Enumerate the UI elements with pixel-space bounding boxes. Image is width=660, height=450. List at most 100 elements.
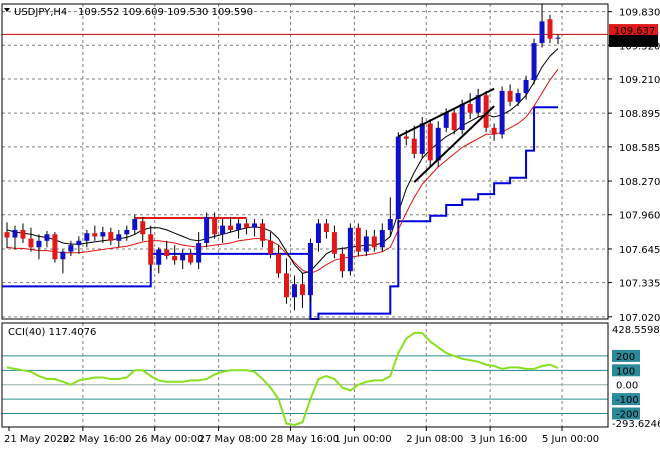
candle [363, 229, 369, 256]
candle-body [108, 232, 114, 241]
candle [84, 229, 90, 248]
cci-level-tag [612, 393, 640, 406]
candle-body [172, 256, 178, 261]
candle-body [547, 19, 553, 39]
candle [515, 88, 521, 107]
candle [260, 219, 266, 248]
ma-fast-line [6, 48, 559, 274]
chart-header-symbol: USDJPY,H4 [14, 7, 67, 18]
candle [124, 225, 130, 241]
candle [140, 216, 146, 241]
candle [28, 227, 34, 252]
grid [2, 4, 608, 427]
candle [228, 216, 234, 233]
candle-body [411, 138, 417, 154]
cci-plot [2, 331, 608, 427]
bid-price-tag [609, 34, 658, 47]
candle [100, 226, 106, 243]
candle [499, 86, 505, 139]
candle-body [180, 253, 186, 261]
candle [291, 275, 297, 311]
candle [60, 249, 66, 274]
candle [276, 245, 282, 278]
cci-level-label: -100 [616, 395, 639, 406]
candle-body [228, 225, 234, 230]
candle [164, 240, 170, 260]
candle-body [283, 273, 289, 298]
candle [196, 232, 202, 270]
candle [307, 238, 313, 302]
candle-body [252, 223, 258, 228]
bid-price-label: 109.590 [614, 37, 655, 48]
candle [156, 247, 162, 274]
candle [212, 212, 218, 239]
candle-body [443, 112, 449, 128]
ma-slow-line [6, 68, 559, 274]
candle [315, 219, 321, 252]
y-tick-label: 108.585 [619, 143, 660, 154]
candle [355, 223, 361, 256]
x-tick-label: 5 Jun 00:00 [542, 434, 599, 445]
candle [387, 197, 393, 237]
candle [555, 34, 561, 45]
candle [539, 4, 545, 48]
candle [172, 245, 178, 265]
candle-body [52, 234, 58, 260]
cci-level-label: -200 [616, 410, 639, 421]
ask-price-tag [609, 24, 658, 37]
collapse-triangle-icon[interactable] [4, 8, 10, 12]
y-tick-label: 107.020 [619, 313, 660, 324]
candle [483, 90, 489, 133]
trendline-lower [413, 105, 495, 183]
candle-body [188, 253, 194, 263]
cci-line [6, 331, 559, 427]
candle [323, 219, 329, 239]
candle-body [435, 127, 441, 161]
candle [467, 93, 473, 120]
cci-level-tag [612, 407, 640, 420]
y-tick-label: 109.210 [619, 75, 660, 86]
candle [268, 232, 274, 259]
candle-body [44, 234, 50, 241]
candle-body [355, 227, 361, 252]
candle-body [499, 90, 505, 135]
x-tick-label: 21 May 2020 [4, 434, 69, 445]
candle [411, 125, 417, 159]
candle-body [132, 219, 138, 230]
ask-price-label: 109.637 [614, 26, 655, 37]
candle [371, 229, 377, 252]
candle-body [507, 90, 513, 102]
candle-body [315, 223, 321, 243]
x-tick-label: 26 May 00:00 [135, 434, 204, 445]
candle-body [124, 229, 130, 235]
candle [347, 223, 353, 276]
candle [236, 219, 242, 239]
y-tick-label: 108.895 [619, 109, 660, 120]
candle [36, 234, 42, 260]
x-tick-label: 28 May 16:00 [271, 434, 340, 445]
y-tick-label: 107.335 [619, 279, 660, 290]
candle-body [427, 123, 433, 161]
candle-body [68, 245, 74, 252]
y-tick-label: 107.960 [619, 211, 660, 222]
candle-body [331, 232, 337, 254]
cci-plot-frame [1, 322, 609, 428]
candle [148, 225, 154, 272]
candle-body [379, 229, 385, 248]
candle-body [204, 216, 210, 243]
candle [395, 132, 401, 224]
candle [451, 108, 457, 135]
candle-body [363, 236, 369, 252]
cci-level-label: 0.00 [616, 381, 638, 392]
candle-body [387, 219, 393, 230]
main-plot-frame [1, 3, 609, 320]
candle-body [260, 223, 266, 241]
candle [4, 222, 10, 249]
candle-body [276, 253, 282, 274]
candle [427, 119, 433, 167]
cci-min-label: -293.6246 [612, 419, 660, 430]
candle [491, 123, 497, 141]
candle [76, 236, 82, 254]
